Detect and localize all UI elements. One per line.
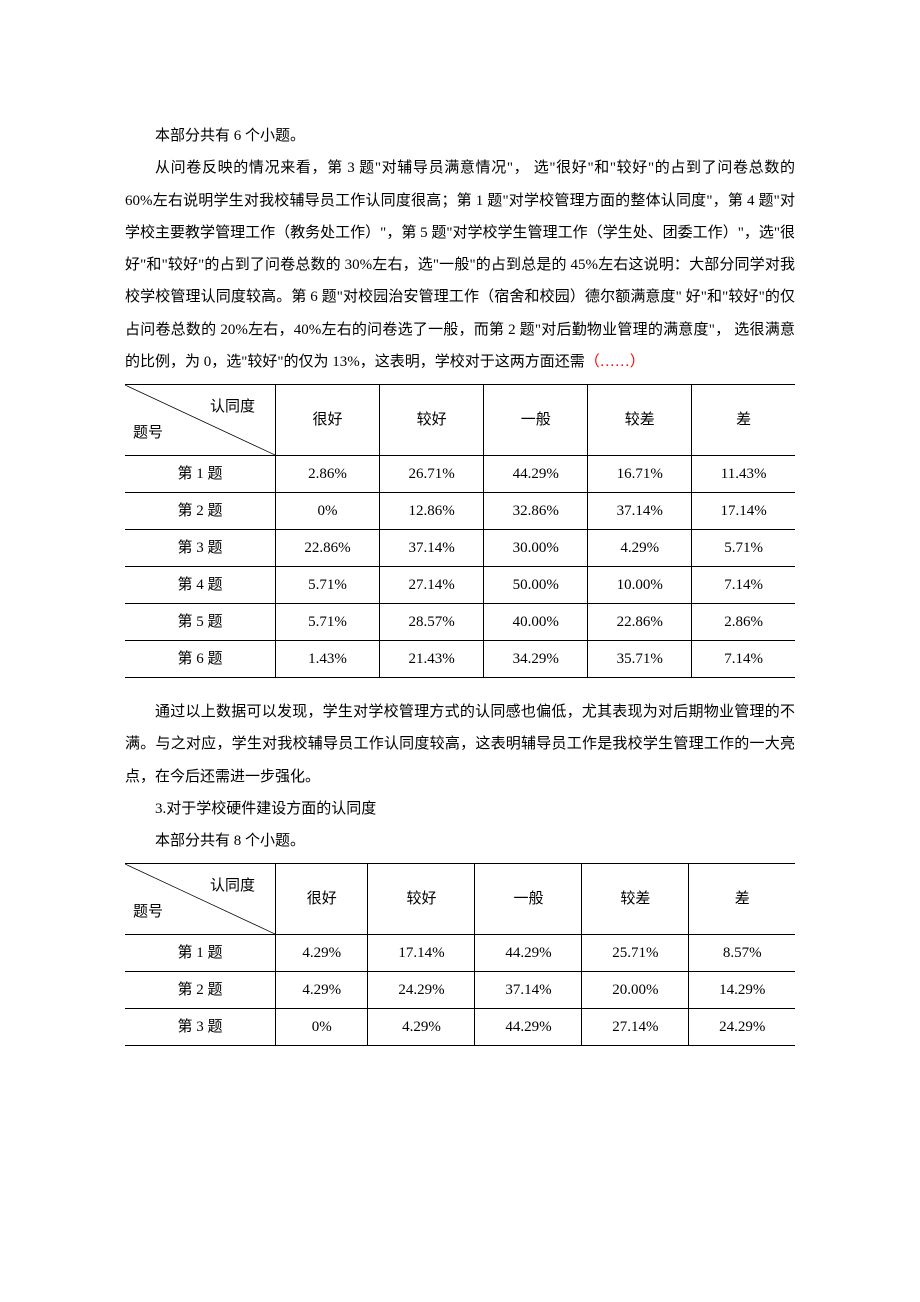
col-header: 很好 <box>276 385 380 456</box>
cell: 30.00% <box>484 530 588 567</box>
row-label: 第 4 题 <box>125 567 276 604</box>
col-header: 一般 <box>475 864 582 935</box>
paragraph-3: 通过以上数据可以发现，学生对学校管理方式的认同感也偏低，尤其表现为对后期物业管理… <box>125 696 795 793</box>
table-row: 认同度 题号 很好 较好 一般 较差 差 <box>125 864 795 935</box>
cell: 5.71% <box>276 567 380 604</box>
table-row: 第 2 题 4.29% 24.29% 37.14% 20.00% 14.29% <box>125 972 795 1009</box>
col-header: 很好 <box>276 864 368 935</box>
cell: 24.29% <box>689 1009 795 1046</box>
diag-header-cell: 认同度 题号 <box>125 864 276 935</box>
diag-bot-label: 题号 <box>133 417 163 449</box>
cell: 37.14% <box>380 530 484 567</box>
cell: 11.43% <box>692 456 795 493</box>
cell: 4.29% <box>276 972 368 1009</box>
cell: 44.29% <box>475 935 582 972</box>
cell: 26.71% <box>380 456 484 493</box>
cell: 2.86% <box>692 604 795 641</box>
cell: 0% <box>276 493 380 530</box>
cell: 4.29% <box>588 530 692 567</box>
cell: 17.14% <box>692 493 795 530</box>
cell: 34.29% <box>484 641 588 678</box>
table-2: 认同度 题号 很好 较好 一般 较差 差 第 1 题 4.29% 17.14% … <box>125 863 795 1046</box>
row-label: 第 1 题 <box>125 935 276 972</box>
cell: 37.14% <box>475 972 582 1009</box>
cell: 7.14% <box>692 567 795 604</box>
cell: 2.86% <box>276 456 380 493</box>
col-header: 差 <box>692 385 795 456</box>
page: 本部分共有 6 个小题。 从问卷反映的情况来看，第 3 题"对辅导员满意情况"，… <box>0 0 920 1302</box>
table-row: 第 5 题 5.71% 28.57% 40.00% 22.86% 2.86% <box>125 604 795 641</box>
paragraph-4: 3.对于学校硬件建设方面的认同度 <box>125 793 795 825</box>
diag-top-label: 认同度 <box>210 391 255 423</box>
row-label: 第 6 题 <box>125 641 276 678</box>
diag-header-cell: 认同度 题号 <box>125 385 276 456</box>
cell: 10.00% <box>588 567 692 604</box>
table-row: 第 3 题 0% 4.29% 44.29% 27.14% 24.29% <box>125 1009 795 1046</box>
row-label: 第 2 题 <box>125 972 276 1009</box>
cell: 14.29% <box>689 972 795 1009</box>
cell: 7.14% <box>692 641 795 678</box>
table-row: 第 6 题 1.43% 21.43% 34.29% 35.71% 7.14% <box>125 641 795 678</box>
row-label: 第 3 题 <box>125 530 276 567</box>
cell: 5.71% <box>692 530 795 567</box>
cell: 44.29% <box>484 456 588 493</box>
table-row: 第 2 题 0% 12.86% 32.86% 37.14% 17.14% <box>125 493 795 530</box>
col-header: 较好 <box>380 385 484 456</box>
cell: 22.86% <box>588 604 692 641</box>
cell: 12.86% <box>380 493 484 530</box>
cell: 50.00% <box>484 567 588 604</box>
cell: 17.14% <box>368 935 475 972</box>
col-header: 差 <box>689 864 795 935</box>
cell: 4.29% <box>276 935 368 972</box>
row-label: 第 5 题 <box>125 604 276 641</box>
table-row: 第 1 题 2.86% 26.71% 44.29% 16.71% 11.43% <box>125 456 795 493</box>
cell: 37.14% <box>588 493 692 530</box>
row-label: 第 1 题 <box>125 456 276 493</box>
cell: 1.43% <box>276 641 380 678</box>
cell: 21.43% <box>380 641 484 678</box>
cell: 27.14% <box>380 567 484 604</box>
col-header: 较差 <box>588 385 692 456</box>
table-row: 第 1 题 4.29% 17.14% 44.29% 25.71% 8.57% <box>125 935 795 972</box>
cell: 32.86% <box>484 493 588 530</box>
table-1: 认同度 题号 很好 较好 一般 较差 差 第 1 题 2.86% 26.71% … <box>125 384 795 678</box>
cell: 0% <box>276 1009 368 1046</box>
diag-bot-label: 题号 <box>133 896 163 928</box>
table-row: 第 4 题 5.71% 27.14% 50.00% 10.00% 7.14% <box>125 567 795 604</box>
cell: 8.57% <box>689 935 795 972</box>
cell: 20.00% <box>582 972 689 1009</box>
cell: 16.71% <box>588 456 692 493</box>
cell: 4.29% <box>368 1009 475 1046</box>
cell: 5.71% <box>276 604 380 641</box>
cell: 35.71% <box>588 641 692 678</box>
table-row: 第 3 题 22.86% 37.14% 30.00% 4.29% 5.71% <box>125 530 795 567</box>
row-label: 第 3 题 <box>125 1009 276 1046</box>
paragraph-5: 本部分共有 8 个小题。 <box>125 825 795 857</box>
col-header: 一般 <box>484 385 588 456</box>
paragraph-2-text: 从问卷反映的情况来看，第 3 题"对辅导员满意情况"， 选"很好"和"较好"的占… <box>125 160 795 370</box>
cell: 44.29% <box>475 1009 582 1046</box>
paragraph-1: 本部分共有 6 个小题。 <box>125 120 795 152</box>
col-header: 较差 <box>582 864 689 935</box>
row-label: 第 2 题 <box>125 493 276 530</box>
col-header: 较好 <box>368 864 475 935</box>
cell: 25.71% <box>582 935 689 972</box>
paragraph-2: 从问卷反映的情况来看，第 3 题"对辅导员满意情况"， 选"很好"和"较好"的占… <box>125 152 795 378</box>
cell: 40.00% <box>484 604 588 641</box>
paragraph-2-red: （……） <box>585 354 645 370</box>
diag-top-label: 认同度 <box>210 870 255 902</box>
table-row: 认同度 题号 很好 较好 一般 较差 差 <box>125 385 795 456</box>
cell: 22.86% <box>276 530 380 567</box>
cell: 24.29% <box>368 972 475 1009</box>
cell: 27.14% <box>582 1009 689 1046</box>
cell: 28.57% <box>380 604 484 641</box>
